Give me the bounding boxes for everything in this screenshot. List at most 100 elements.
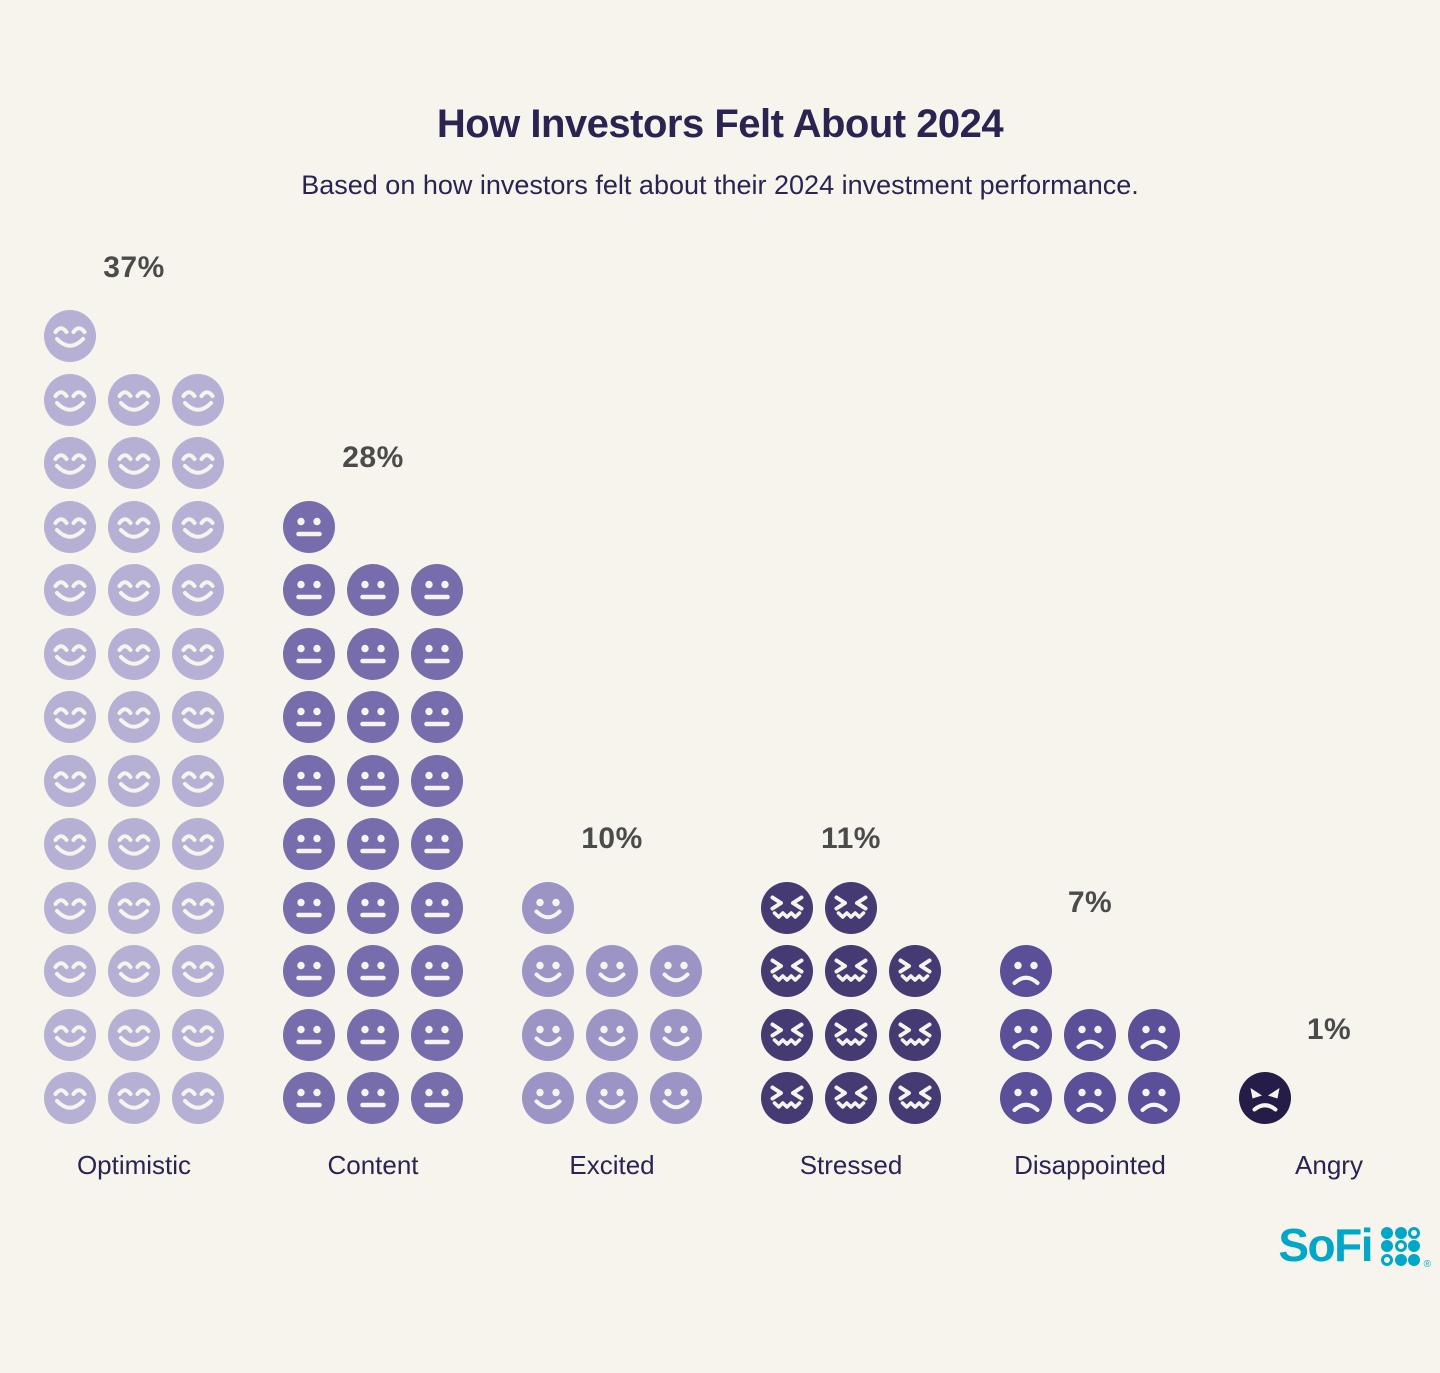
icon-row: [994, 934, 1186, 997]
smile-face-icon: [586, 1072, 638, 1124]
value-label: 37%: [103, 250, 165, 284]
happy-closed-eyes-face-icon: [108, 818, 160, 870]
chart-column-disappointed: 7% Disappointed: [994, 886, 1186, 1182]
icon-row: [516, 870, 708, 934]
icon-stack: [994, 934, 1186, 1124]
icon-row: [277, 616, 469, 680]
scrunched-face-icon: [825, 1072, 877, 1124]
neutral-face-icon: [283, 754, 335, 807]
icon-row: [755, 997, 947, 1061]
icon-stack: [38, 299, 230, 1124]
category-label: Excited: [569, 1150, 655, 1180]
icon-row: [38, 680, 230, 743]
scrunched-face-icon: [761, 945, 813, 997]
smile-face-icon: [586, 1008, 638, 1061]
scrunched-face-icon: [761, 1072, 813, 1124]
icon-stack: [755, 870, 947, 1124]
happy-closed-eyes-face-icon: [44, 373, 96, 426]
neutral-face-icon: [411, 945, 463, 997]
icon-row: [38, 807, 230, 870]
neutral-face-icon: [411, 754, 463, 807]
icon-row: [277, 1061, 469, 1124]
happy-closed-eyes-face-icon: [108, 500, 160, 553]
happy-closed-eyes-face-icon: [108, 881, 160, 934]
happy-closed-eyes-face-icon: [44, 310, 96, 362]
registered-trademark-mark: ®: [1423, 1258, 1431, 1270]
smile-face-icon: [522, 1008, 574, 1061]
neutral-face-icon: [411, 564, 463, 616]
happy-closed-eyes-face-icon: [172, 818, 224, 870]
happy-closed-eyes-face-icon: [172, 1072, 224, 1124]
happy-closed-eyes-face-icon: [44, 818, 96, 870]
happy-closed-eyes-face-icon: [108, 627, 160, 680]
neutral-face-icon: [411, 1008, 463, 1061]
angry-face-icon: [1239, 1072, 1291, 1124]
icon-row: [994, 997, 1186, 1061]
sad-face-icon: [1000, 1008, 1052, 1061]
logo-dot-filled: [1381, 1226, 1393, 1239]
scrunched-face-icon: [825, 945, 877, 997]
logo-dot-filled: [1381, 1240, 1393, 1252]
logo-dot-filled: [1408, 1253, 1420, 1266]
neutral-face-icon: [411, 881, 463, 934]
happy-closed-eyes-face-icon: [44, 881, 96, 934]
neutral-face-icon: [283, 818, 335, 870]
icon-row: [38, 489, 230, 553]
icon-row: [38, 299, 230, 362]
scrunched-face-icon: [825, 1008, 877, 1061]
happy-closed-eyes-face-icon: [172, 1008, 224, 1061]
neutral-face-icon: [347, 818, 399, 870]
icon-row: [38, 426, 230, 489]
chart-column-excited: 10% Excited: [516, 822, 708, 1181]
category-label: Content: [327, 1150, 419, 1180]
icon-row: [755, 1061, 947, 1124]
value-label: 7%: [1067, 885, 1113, 919]
sad-face-icon: [1128, 1072, 1180, 1124]
happy-closed-eyes-face-icon: [172, 691, 224, 743]
icon-row: [277, 489, 469, 553]
icon-row: [38, 553, 230, 616]
chart-column-stressed: 11% Stressed: [755, 822, 947, 1181]
neutral-face-icon: [411, 818, 463, 870]
happy-closed-eyes-face-icon: [172, 881, 224, 934]
neutral-face-icon: [283, 500, 335, 553]
scrunched-face-icon: [889, 1008, 941, 1061]
happy-closed-eyes-face-icon: [108, 1008, 160, 1061]
smile-face-icon: [522, 1072, 574, 1124]
chart-title: How Investors Felt About 2024: [436, 102, 1004, 146]
icon-row: [277, 934, 469, 997]
icon-stack: [516, 870, 708, 1124]
icon-row: [38, 870, 230, 934]
icon-row: [516, 997, 708, 1061]
neutral-face-icon: [283, 691, 335, 743]
logo-dot-filled: [1394, 1226, 1407, 1239]
logo-dot-ring: [1381, 1253, 1393, 1266]
smile-face-icon: [650, 1072, 702, 1124]
chart-column-optimistic: 37% Optimistic: [38, 251, 230, 1182]
neutral-face-icon: [283, 627, 335, 680]
happy-closed-eyes-face-icon: [172, 373, 224, 426]
sad-face-icon: [1000, 1072, 1052, 1124]
smile-face-icon: [586, 945, 638, 997]
scrunched-face-icon: [825, 881, 877, 934]
icon-row: [277, 553, 469, 616]
value-label: 28%: [342, 441, 404, 474]
sofi-logo-dots-icon: ®: [1381, 1226, 1431, 1270]
logo-dot-ring: [1394, 1240, 1407, 1252]
happy-closed-eyes-face-icon: [44, 1008, 96, 1061]
category-label: Angry: [1295, 1150, 1363, 1180]
happy-closed-eyes-face-icon: [108, 373, 160, 426]
sofi-logo-text: SoFi: [1278, 1219, 1373, 1271]
neutral-face-icon: [411, 691, 463, 743]
logo-dot-filled: [1394, 1253, 1407, 1266]
neutral-face-icon: [347, 754, 399, 807]
happy-closed-eyes-face-icon: [172, 945, 224, 997]
icon-row: [277, 997, 469, 1061]
icon-row: [38, 362, 230, 426]
happy-closed-eyes-face-icon: [108, 754, 160, 807]
smile-face-icon: [650, 1008, 702, 1061]
happy-closed-eyes-face-icon: [44, 691, 96, 743]
happy-closed-eyes-face-icon: [108, 1072, 160, 1124]
chart-column-content: 28% Content: [277, 441, 469, 1181]
